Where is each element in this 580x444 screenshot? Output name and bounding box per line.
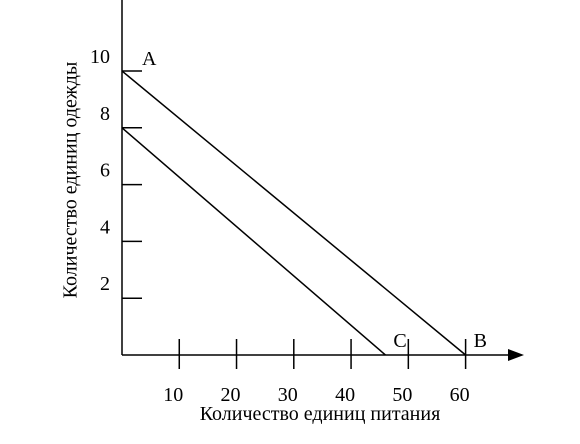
y-tick-label: 8	[100, 103, 110, 125]
x-axis-arrow	[508, 349, 524, 361]
budget-line	[121, 127, 386, 356]
point-label: B	[474, 330, 487, 352]
x-tick-label: 50	[392, 384, 412, 406]
y-tick-label: 4	[100, 216, 110, 238]
x-tick-label: 40	[335, 384, 355, 406]
y-axis-title: Количество единиц одежды	[60, 62, 82, 299]
y-tick-label: 10	[90, 46, 110, 68]
x-tick-label: 20	[221, 384, 241, 406]
y-tick-label: 2	[100, 273, 110, 295]
x-tick-label: 60	[450, 384, 470, 406]
budget-line	[121, 70, 467, 356]
point-label: A	[142, 48, 157, 70]
x-tick-label: 10	[163, 384, 183, 406]
y-tick-label: 6	[100, 160, 110, 182]
x-axis-title: Количество единиц питания	[200, 403, 441, 425]
point-label: C	[393, 330, 406, 352]
x-tick-label: 30	[278, 384, 298, 406]
